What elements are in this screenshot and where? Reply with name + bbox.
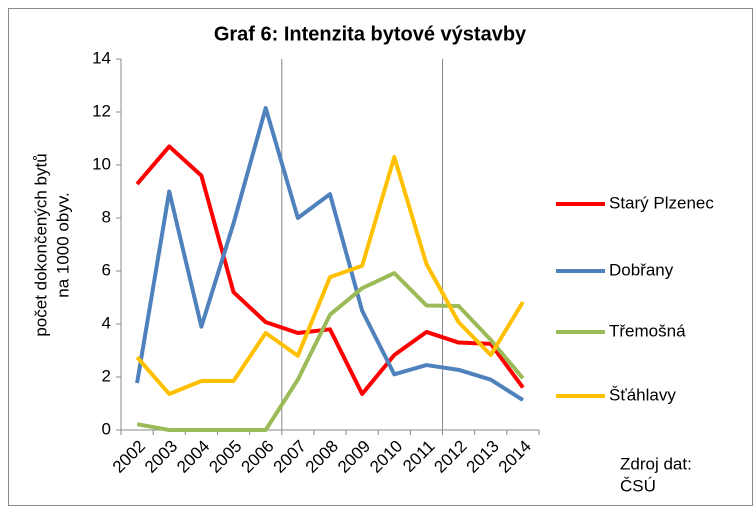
chart-frame	[8, 8, 753, 506]
y-tick-label: 12	[92, 101, 111, 120]
y-axis-label: počet dokončených bytů	[31, 153, 50, 336]
legend-label: Třemošná	[609, 321, 686, 340]
legend-label: Šťáhlavy	[609, 385, 676, 404]
series-line	[135, 144, 525, 396]
y-tick-label: 14	[92, 48, 111, 67]
y-tick-label: 2	[102, 366, 111, 385]
legend-label: Starý Plzenec	[609, 193, 714, 212]
series-line	[136, 271, 525, 432]
source-note: ČSÚ	[620, 476, 656, 495]
y-axis-label: na 1000 obyv.	[53, 192, 72, 298]
y-tick-label: 4	[102, 313, 111, 332]
legend-label: Dobřany	[609, 260, 674, 279]
chart-title: Graf 6: Intenzita bytové výstavby	[214, 23, 527, 45]
y-tick-label: 8	[102, 207, 111, 226]
y-tick-label: 6	[102, 260, 111, 279]
y-tick-label: 10	[92, 154, 111, 173]
source-note: Zdroj dat:	[620, 454, 692, 473]
series-line	[135, 106, 524, 402]
series-line	[135, 155, 525, 396]
y-tick-label: 0	[102, 419, 111, 438]
